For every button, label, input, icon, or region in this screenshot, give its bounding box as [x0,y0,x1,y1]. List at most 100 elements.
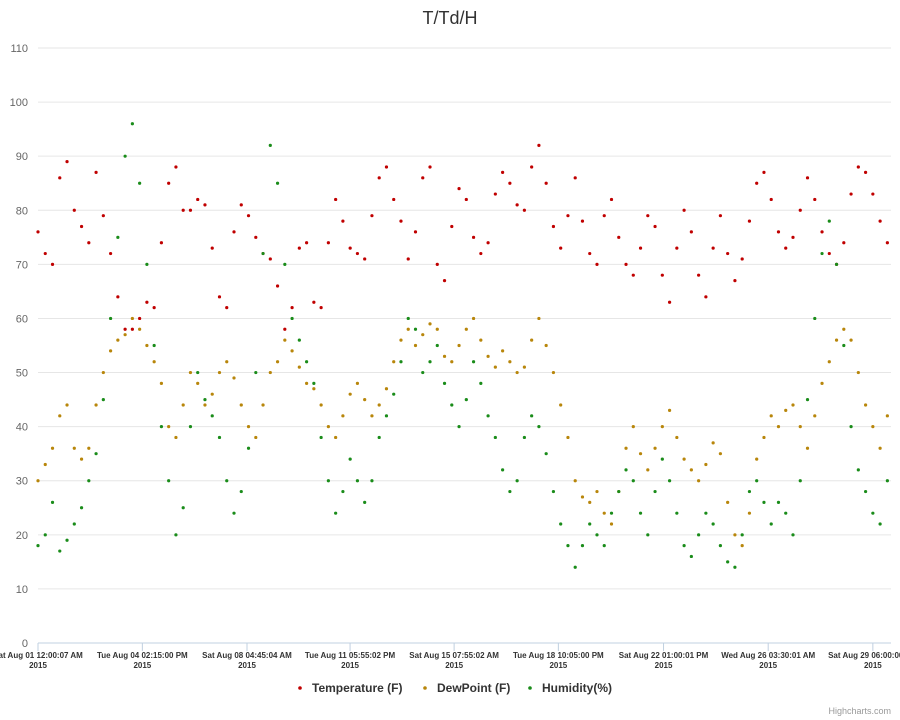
data-point [849,192,853,196]
data-point [580,219,585,223]
data-point [268,143,272,147]
data-point [501,468,505,472]
data-point [334,435,338,440]
data-point [530,165,534,169]
data-point [813,316,817,321]
legend-item[interactable]: DewPoint (F) [423,681,510,695]
data-point [667,479,672,483]
data-point [108,349,113,353]
data-point [196,197,200,202]
y-tick-label: 20 [16,530,28,542]
data-point [878,446,882,450]
data-point [646,214,650,218]
data-point [413,343,418,348]
chart-title: T/Td/H [422,8,477,28]
data-point [305,381,309,385]
data-point [246,446,251,450]
data-point [319,403,323,407]
data-point [580,544,585,548]
data-point [363,397,367,402]
data-point [145,343,149,348]
data-point [334,511,338,515]
data-point [842,327,846,331]
data-point [711,441,715,445]
credits-link[interactable]: Highcharts.com [828,706,891,716]
data-point [522,208,526,212]
legend-item[interactable]: Temperature (F) [298,681,402,695]
data-point [123,154,127,158]
data-point [181,403,185,407]
data-point [116,235,120,239]
data-point [493,192,497,196]
data-point [602,544,606,548]
data-point [348,392,352,396]
data-point [813,414,817,418]
data-point [682,208,686,212]
legend-marker [423,686,427,690]
legend-item[interactable]: Humidity(%) [528,681,612,695]
legend[interactable]: Temperature (F) DewPoint (F) Humidity(%) [298,681,612,695]
data-point [740,544,744,548]
data-point [442,354,447,358]
data-point [675,246,679,250]
data-point [392,197,396,202]
data-point [667,300,672,304]
data-point [871,511,875,515]
data-point [297,246,301,250]
data-point [290,349,294,353]
data-point [493,435,497,440]
data-point [885,241,889,245]
data-point [660,425,664,429]
data-point [609,197,614,202]
data-point [254,235,258,239]
legend-label: DewPoint (F) [437,681,510,695]
series-2 [36,122,889,569]
y-tick-label: 110 [10,43,28,55]
data-point [413,230,418,234]
data-point [217,435,222,440]
data-point [101,214,105,218]
series-1 [36,316,889,548]
data-point [94,452,98,456]
data-point [776,425,781,429]
x-tick-label: Sat Aug 01 12:00:07 AM [0,651,83,660]
data-point [501,170,505,175]
data-point [138,316,142,321]
data-point [588,251,592,256]
y-tick-label: 30 [16,476,28,488]
data-point [348,246,352,250]
data-point [588,500,592,504]
data-point [755,457,759,461]
data-point [261,403,265,407]
data-point [479,338,483,342]
data-point [784,246,788,250]
data-point [283,338,287,342]
data-point [501,349,505,353]
data-point [660,457,664,461]
data-point [203,397,207,402]
data-point [108,251,113,256]
data-point [203,203,207,207]
data-point [697,533,701,537]
data-point [863,403,868,407]
data-point [769,414,773,418]
y-tick-label: 40 [16,422,28,434]
data-point [515,203,519,207]
data-point [275,181,280,185]
data-point [566,214,570,218]
data-point [711,522,715,526]
data-point [312,300,316,304]
data-point [805,446,810,450]
data-point [428,360,432,364]
data-point [566,435,570,440]
data-point [392,392,396,396]
x-tick-year: 2015 [549,661,567,670]
data-point [856,468,860,472]
data-point [689,468,693,472]
data-point [646,468,650,472]
data-point [50,446,55,450]
data-point [849,338,853,342]
data-point [406,257,410,261]
